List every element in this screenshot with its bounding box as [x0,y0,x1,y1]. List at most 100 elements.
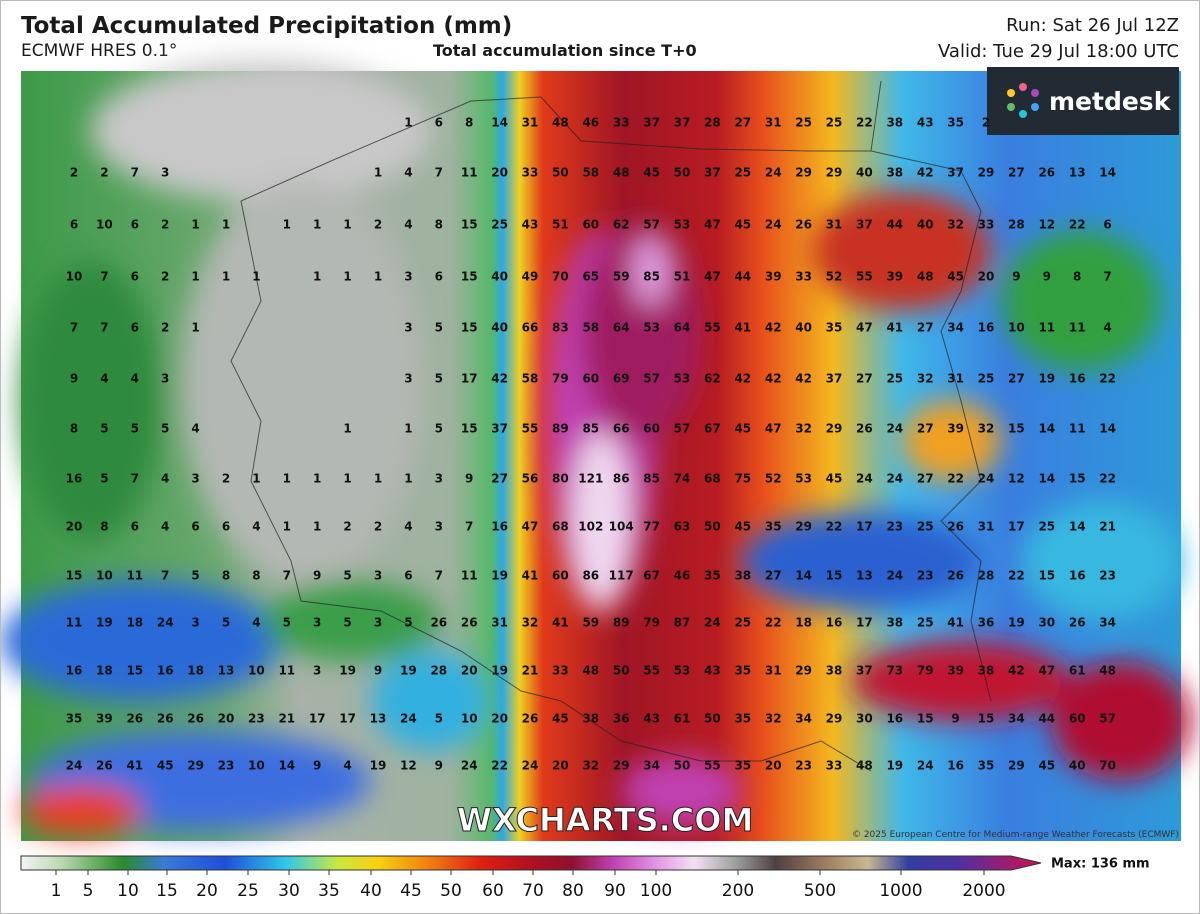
grid-value: 15 [1038,569,1055,583]
grid-value: 8 [1073,270,1081,284]
grid-value: 69 [613,372,630,386]
grid-value: 9 [1043,270,1051,284]
grid-value: 10 [461,712,478,726]
grid-value: 6 [435,116,443,130]
grid-value: 7 [465,520,473,534]
grid-value: 20 [218,712,235,726]
grid-value: 19 [1038,372,1055,386]
logo-box [987,67,1179,135]
grid-value: 15 [461,218,478,232]
grid-value: 21 [278,712,295,726]
grid-value: 83 [552,321,569,335]
grid-value: 64 [674,321,691,335]
grid-value: 62 [704,372,721,386]
grid-value: 65 [582,270,599,284]
grid-value: 79 [917,664,934,678]
grid-value: 34 [1099,616,1116,630]
grid-value: 15 [461,321,478,335]
grid-value: 60 [643,422,660,436]
grid-value: 34 [1008,712,1025,726]
grid-value: 40 [917,218,934,232]
grid-value: 1 [191,270,199,284]
grid-value: 6 [191,520,199,534]
copyright: © 2025 European Centre for Medium-range … [852,830,1179,840]
colorbar-label: 2000 [962,881,1005,901]
grid-value: 39 [947,422,964,436]
grid-value: 2 [982,116,990,130]
grid-value: 8 [252,569,260,583]
grid-value: 43 [704,664,721,678]
grid-value: 27 [734,116,751,130]
grid-value: 33 [795,270,812,284]
grid-value: 1 [222,270,230,284]
grid-value: 55 [856,270,873,284]
grid-value: 26 [1038,166,1055,180]
grid-value: 15 [66,569,83,583]
logo-icon [1007,83,1039,118]
grid-value: 58 [582,166,599,180]
grid-value: 6 [131,270,139,284]
grid-value: 51 [674,270,691,284]
grid-value: 52 [826,270,843,284]
grid-value: 46 [582,116,599,130]
grid-value: 24 [765,218,782,232]
grid-value: 62 [613,218,630,232]
grid-value: 5 [404,616,412,630]
grid-value: 25 [917,520,934,534]
grid-value: 67 [704,422,721,436]
grid-value: 37 [674,116,691,130]
grid-value: 28 [1008,218,1025,232]
grid-value: 121 [578,472,603,486]
grid-value: 11 [461,166,478,180]
grid-value: 64 [613,321,630,335]
grid-value: 4 [404,218,412,232]
grid-value: 19 [400,664,417,678]
grid-value: 26 [96,759,113,773]
grid-value: 34 [795,712,812,726]
grid-value: 67 [643,569,660,583]
grid-value: 17 [856,616,873,630]
colorbar-label: 90 [604,881,626,901]
grid-value: 27 [917,472,934,486]
grid-value: 19 [96,616,113,630]
grid-value: 24 [704,616,721,630]
grid-value: 3 [161,372,169,386]
grid-value: 10 [96,569,113,583]
grid-value: 24 [765,166,782,180]
grid-value: 35 [734,664,751,678]
grid-value: 5 [100,472,108,486]
grid-value: 47 [522,520,539,534]
grid-value: 13 [856,569,873,583]
grid-value: 6 [70,218,78,232]
grid-value: 29 [978,166,995,180]
grid-value: 29 [795,520,812,534]
grid-value: 37 [491,422,508,436]
grid-value: 5 [435,712,443,726]
grid-value: 17 [856,520,873,534]
grid-value: 18 [126,616,143,630]
grid-value: 59 [613,270,630,284]
grid-value: 9 [313,569,321,583]
grid-value: 50 [613,664,630,678]
grid-value: 22 [1008,569,1025,583]
grid-value: 25 [795,116,812,130]
grid-value: 13 [370,712,387,726]
grid-value: 5 [435,422,443,436]
grid-value: 42 [491,372,508,386]
grid-value: 20 [552,759,569,773]
grid-value: 4 [404,166,412,180]
grid-value: 61 [1069,664,1086,678]
grid-value: 3 [313,664,321,678]
grid-value: 45 [552,712,569,726]
grid-value: 35 [734,712,751,726]
grid-value: 19 [491,569,508,583]
grid-value: 47 [704,218,721,232]
grid-value: 19 [339,664,356,678]
colorbar-label: 15 [156,881,178,901]
grid-value: 43 [917,116,934,130]
grid-value: 34 [643,759,660,773]
grid-value: 15 [826,569,843,583]
grid-value: 18 [187,664,204,678]
grid-value: 14 [1038,472,1055,486]
valid-time: Valid: Tue 29 Jul 18:00 UTC [938,41,1179,62]
